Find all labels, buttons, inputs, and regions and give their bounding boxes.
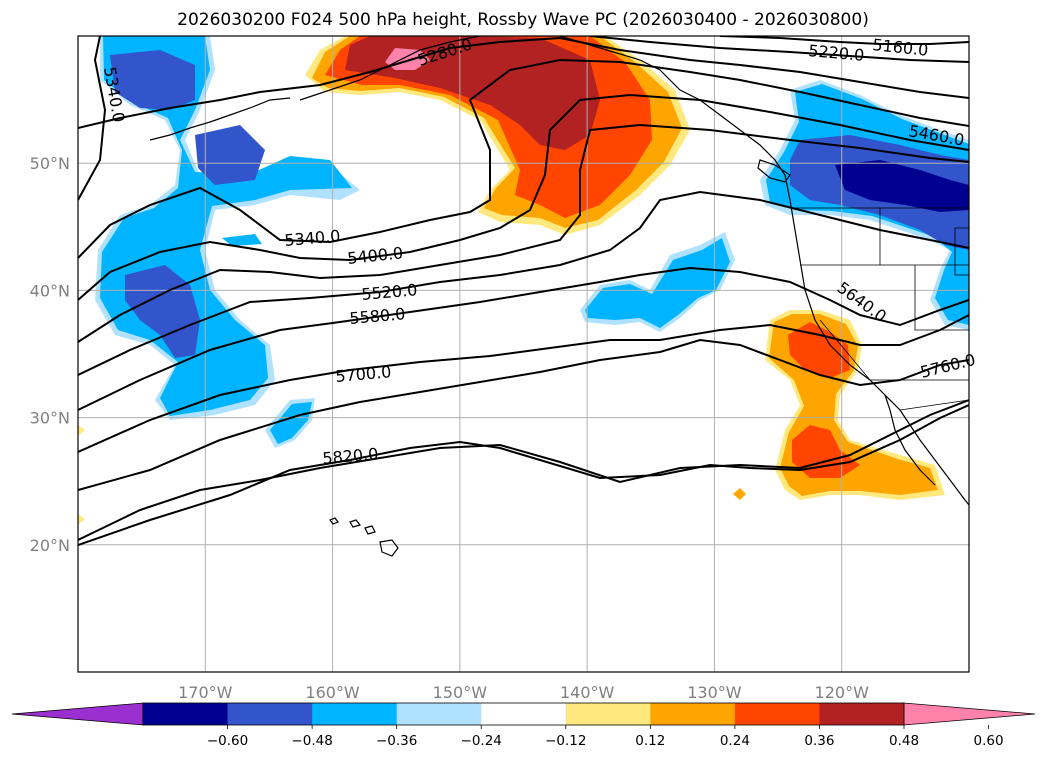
longitude-labels: 170°W 160°W 150°W 140°W 130°W 120°W [178,683,869,702]
colorbar-tick-label: −0.12 [545,733,586,749]
vancouver-island [757,159,791,183]
colorbar-tick-label: −0.48 [291,733,332,749]
contour-label-5220: 5220.0 [808,41,865,65]
colorbar-segment [734,703,820,725]
colorbar-segment [650,703,736,725]
contour-5760 [78,404,969,546]
figure-title: 2026030200 F024 500 hPa height, Rossby W… [177,10,869,30]
lat-tick-label: 30°N [30,409,70,428]
contour-5820 [78,399,969,541]
contour-label-5580: 5580.0 [349,304,406,328]
contour-label-5700: 5700.0 [335,362,392,386]
contour-5460 [78,123,969,343]
colorbar-frame [142,702,905,726]
contour-5280 [78,36,969,129]
colorbar-tick-label: 0.36 [804,733,834,749]
lat-tick-label: 50°N [30,154,70,173]
contour-5700 [78,338,969,491]
map-frame [77,35,970,673]
colorbar-segment [227,703,313,725]
height-contours [78,36,969,546]
contour-label-5820: 5820.0 [322,444,379,468]
colorbar-tick-label: −0.24 [461,733,502,749]
negative-anomaly-west [95,36,360,420]
contour-5640 [78,314,969,453]
lon-tick-label: 150°W [433,683,488,702]
lat-tick-label: 20°N [30,536,70,555]
negative-anomaly-central [265,232,735,448]
colorbar: −0.60 −0.48 −0.36 −0.24 −0.12 0.12 0.24 0.36 0.4… [11,702,1036,749]
contour-5220 [589,36,969,63]
colorbar-segment [819,703,905,725]
colorbar-tick-label: −0.36 [376,733,417,749]
colorbar-extend-low [11,702,144,726]
contour-5580 [78,266,969,411]
colorbar-extend-high [903,702,1036,726]
aleutian-islands [149,97,291,141]
map-panel: 5160.0 5220.0 5280.0 5340.0 5340.0 5400.… [77,34,977,673]
colorbar-tick-label: 0.12 [635,733,665,749]
colorbar-tick-label: 0.60 [974,733,1004,749]
contour-label-5340: 5340.0 [284,226,341,250]
contour-5160 [719,36,969,45]
colorbar-segment [565,703,651,725]
colorbar-tick-label: 0.24 [720,733,750,749]
colorbar-segment [312,703,398,725]
contour-label-5520: 5520.0 [361,280,418,304]
colorbar-segment [396,703,482,725]
latitude-labels: 20°N 30°N 40°N 50°N [30,154,70,555]
contour-5520 [78,190,969,376]
contour-5340-west [78,36,107,201]
contour-5400 [78,93,969,301]
lon-tick-label: 130°W [687,683,742,702]
lon-tick-label: 140°W [560,683,615,702]
lon-tick-label: 160°W [305,683,360,702]
colorbar-tick-label: 0.48 [889,733,919,749]
hawaii-islands [329,517,399,557]
contour-5340 [78,58,969,259]
lon-tick-label: 170°W [178,683,233,702]
colorbar-segment [143,703,229,725]
lat-tick-label: 40°N [30,281,70,300]
colorbar-tick-label: −0.60 [207,733,248,749]
colorbar-segment [481,703,567,725]
graticule [78,36,969,672]
lon-tick-label: 120°W [815,683,870,702]
